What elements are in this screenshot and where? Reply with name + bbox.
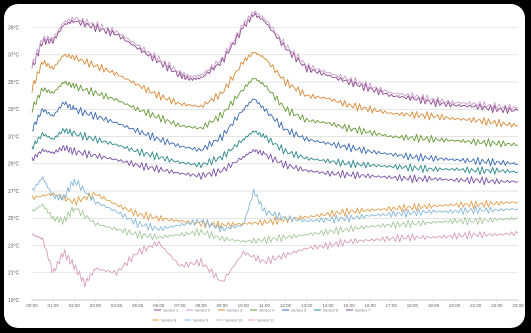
x-tick-label: 23:00 [512,303,524,308]
x-tick-label: 04:00 [111,303,123,308]
x-tick-label: 16:00 [364,303,376,308]
series-line-4 [31,77,519,148]
y-tick-label: 33°C [8,107,20,113]
series-line-7 [31,145,519,186]
x-tick-label: 20:00 [449,303,461,308]
legend-label: Sensor 11 [257,318,274,322]
x-axis-labels: 00:00 01:00 02:00 03:00 04:00 05:00 06:00 07:00… [26,300,524,308]
y-tick-label: 21°C [8,271,20,277]
chart-panel: 39°C 37°C 35°C 33°C 31°C 29°C 27°C 25°C 23°C 21°C… [4,4,525,328]
legend-label: Sensor 9 [193,318,208,322]
legend-label: Sensor 8 [161,318,176,322]
x-tick-label: 14:00 [322,303,334,308]
y-tick-label: 37°C [8,53,20,59]
y-tick-label: 23°C [8,243,20,249]
x-tick-label: 13:00 [301,303,313,308]
x-tick-label: 03:00 [90,303,102,308]
x-tick-label: 11:00 [259,303,270,308]
y-tick-label: 19°C [8,298,20,304]
x-tick-label: 19:00 [428,303,440,308]
y-tick-label: 29°C [8,162,20,168]
x-tick-label: 02:00 [69,303,81,308]
legend-label: Sensor 5 [291,308,306,312]
legend-label: Sensor 10 [225,318,242,322]
x-tick-label: 09:00 [217,303,229,308]
temperature-line-chart: 39°C 37°C 35°C 33°C 31°C 29°C 27°C 25°C 23°C 21°C… [8,10,524,322]
x-tick-label: 17:00 [386,303,398,308]
series-line-6 [31,128,519,176]
legend-label: Sensor 4 [259,308,274,312]
x-tick-label: 10:00 [238,303,250,308]
x-tick-label: 07:00 [174,303,186,308]
x-tick-label: 21:00 [470,303,482,308]
x-tick-label: 08:00 [195,303,207,308]
x-tick-label: 15:00 [343,303,355,308]
series-line-1 [31,12,519,114]
legend-label: Sensor 1 [163,308,178,312]
x-tick-label: 05:00 [132,303,144,308]
legend-label: Sensor 7 [355,308,370,312]
y-axis-labels: 39°C 37°C 35°C 33°C 31°C 29°C 27°C 25°C 23°C 21°C… [8,25,20,303]
x-tick-label: 22:00 [491,303,503,308]
gridlines [32,27,518,301]
legend-label: Sensor 2 [195,308,210,312]
x-tick-label: 18:00 [407,303,419,308]
series-line-5 [31,98,519,167]
series-line-3 [31,51,519,128]
series-line-11 [31,230,519,288]
legend-label: Sensor 3 [227,308,242,312]
legend-label: Sensor 6 [323,308,338,312]
legend: Sensor 1 Sensor 2 Sensor 3 Sensor 4 Sensor 5… [152,308,370,322]
y-tick-label: 25°C [8,216,20,222]
series-line-10 [31,203,519,245]
x-tick-label: 12:00 [280,303,292,308]
series-lines [31,10,519,288]
series-line-2 [31,10,519,111]
series-line-9 [31,176,519,233]
x-tick-label: 00:00 [26,303,38,308]
y-tick-label: 39°C [8,25,20,31]
x-tick-label: 01:00 [47,303,59,308]
y-tick-label: 31°C [8,134,20,140]
x-tick-label: 06:00 [153,303,165,308]
series-line-8 [31,191,519,229]
y-tick-label: 35°C [8,80,20,86]
y-tick-label: 27°C [8,189,20,195]
